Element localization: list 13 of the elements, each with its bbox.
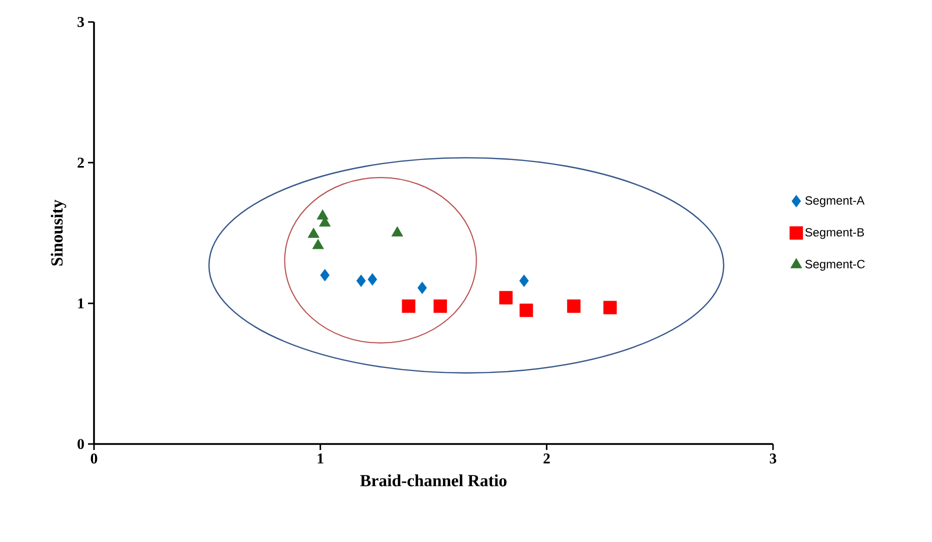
x-tick-label: 2 bbox=[544, 454, 550, 464]
x-axis-title: Braid-channel Ratio bbox=[360, 474, 506, 486]
y-tick-label: 0 bbox=[78, 438, 84, 450]
legend-label: Segment-A bbox=[805, 196, 865, 208]
y-axis-title: Sinousity bbox=[50, 200, 66, 266]
legend-label: Segment-B bbox=[805, 228, 864, 239]
legend-label: Segment-C bbox=[805, 260, 865, 271]
x-tick-label: 1 bbox=[318, 454, 324, 464]
y-tick-label: 3 bbox=[78, 16, 84, 27]
y-tick-label: 2 bbox=[78, 158, 84, 168]
y-tick-label: 1 bbox=[78, 298, 84, 308]
x-tick-label: 3 bbox=[770, 454, 776, 464]
x-tick-label: 0 bbox=[90, 454, 98, 464]
